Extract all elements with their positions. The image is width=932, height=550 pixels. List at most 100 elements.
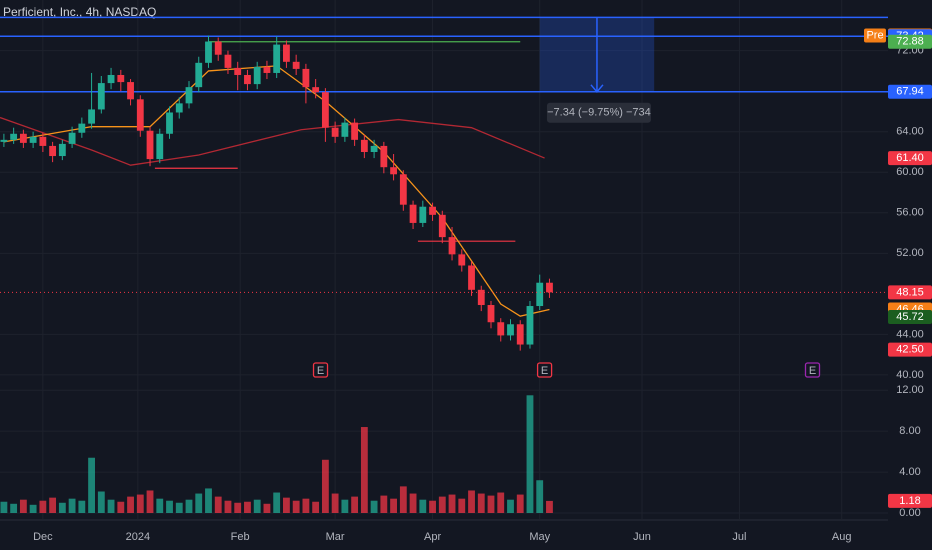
price-label-box [888, 285, 932, 300]
volume-bar [185, 499, 193, 513]
y-tick-label: 52.00 [896, 247, 924, 259]
volume-bar [244, 501, 251, 513]
candle-body [390, 167, 397, 175]
candle-body [185, 87, 193, 104]
volume-label: 1.18 [899, 495, 920, 507]
volume-bar [156, 498, 164, 513]
measure-label-box [546, 102, 651, 123]
price-label-box [888, 309, 932, 324]
volume-bar [195, 493, 203, 513]
volume-bar [526, 395, 534, 513]
earnings-label: E [809, 365, 816, 377]
volume-bar [292, 500, 300, 513]
chart-title: Perficient, Inc., 4h, NASDAQ [3, 5, 156, 19]
candle-body [10, 133, 18, 140]
candle-body [39, 136, 47, 146]
candle-body [331, 127, 339, 137]
volume-bar [205, 488, 212, 513]
volume-bar [146, 490, 154, 513]
volume-bar [516, 494, 524, 513]
volume-bar [263, 503, 271, 513]
volume-bar [58, 502, 66, 513]
x-tick-label: May [529, 531, 550, 543]
candle-body [175, 103, 183, 113]
price-tag: Pre [866, 29, 883, 41]
volume-bar [107, 499, 115, 513]
candle-body [195, 62, 203, 88]
volume-bar [380, 495, 388, 513]
candle-body [117, 74, 125, 83]
volume-bar [97, 491, 105, 513]
volume-bar [224, 500, 232, 513]
volume-bar [166, 500, 173, 513]
volume-bar [49, 497, 57, 513]
volume-bar [10, 503, 18, 513]
price-label-box [888, 84, 932, 99]
volume-bar [0, 501, 8, 513]
volume-bar [283, 497, 290, 513]
candle-body [409, 204, 417, 223]
y-tick-label: 44.00 [896, 328, 924, 340]
volume-bar [127, 496, 134, 513]
volume-bar [536, 480, 544, 513]
candle-body [146, 130, 154, 160]
candle-body [526, 306, 534, 345]
x-tick-label: Jun [633, 531, 651, 543]
volume-tick-label: 12.00 [896, 384, 924, 396]
candle-body [58, 143, 66, 157]
candle-body [0, 139, 8, 142]
earnings-marker [312, 362, 329, 378]
volume-bar [19, 499, 27, 513]
candle-body [292, 61, 300, 69]
volume-bar [351, 496, 359, 513]
volume-bar [468, 490, 475, 513]
candle-body [244, 74, 251, 85]
candle-body [546, 282, 553, 293]
volume-bar [409, 493, 417, 513]
earnings-label: E [317, 365, 324, 377]
volume-bar [341, 499, 349, 513]
candle-body [136, 99, 144, 131]
volume-tick-label: 0.00 [899, 507, 920, 519]
volume-bar [68, 498, 76, 513]
candle-body [380, 145, 388, 168]
volume-bar [487, 495, 495, 513]
volume-bar [419, 499, 427, 513]
candle-body [224, 54, 232, 68]
candle-body [507, 324, 514, 336]
price-label-box [888, 34, 932, 49]
volume-bar [507, 499, 514, 513]
candle-body [88, 109, 95, 124]
candle-body [516, 324, 524, 345]
candle-body [19, 133, 27, 143]
volume-bar [546, 500, 553, 513]
y-tick-label: 64.00 [896, 126, 924, 138]
volume-bar [370, 500, 378, 513]
price-tag-box [864, 28, 886, 43]
x-tick-label: Mar [326, 531, 345, 543]
price-label-box [888, 342, 932, 357]
candle-body [234, 67, 242, 75]
candle-body [458, 254, 466, 266]
volume-bar [448, 494, 456, 513]
candle-body [448, 237, 456, 255]
volume-bar [136, 494, 144, 513]
price-label: 72.88 [896, 36, 924, 48]
volume-bar [321, 459, 329, 513]
x-tick-label: Feb [231, 531, 250, 543]
candle-body [68, 132, 76, 144]
volume-bar [390, 498, 397, 513]
volume-bar [88, 457, 95, 513]
x-tick-label: 2024 [126, 531, 150, 543]
candle-body [429, 206, 436, 215]
volume-bar [331, 493, 339, 513]
earnings-marker [536, 362, 553, 378]
candle-body [97, 83, 105, 110]
price-label: 48.15 [896, 286, 924, 298]
candle-body [487, 305, 495, 323]
candle-body [419, 206, 427, 223]
volume-bar [497, 492, 505, 513]
volume-bar [273, 492, 281, 513]
